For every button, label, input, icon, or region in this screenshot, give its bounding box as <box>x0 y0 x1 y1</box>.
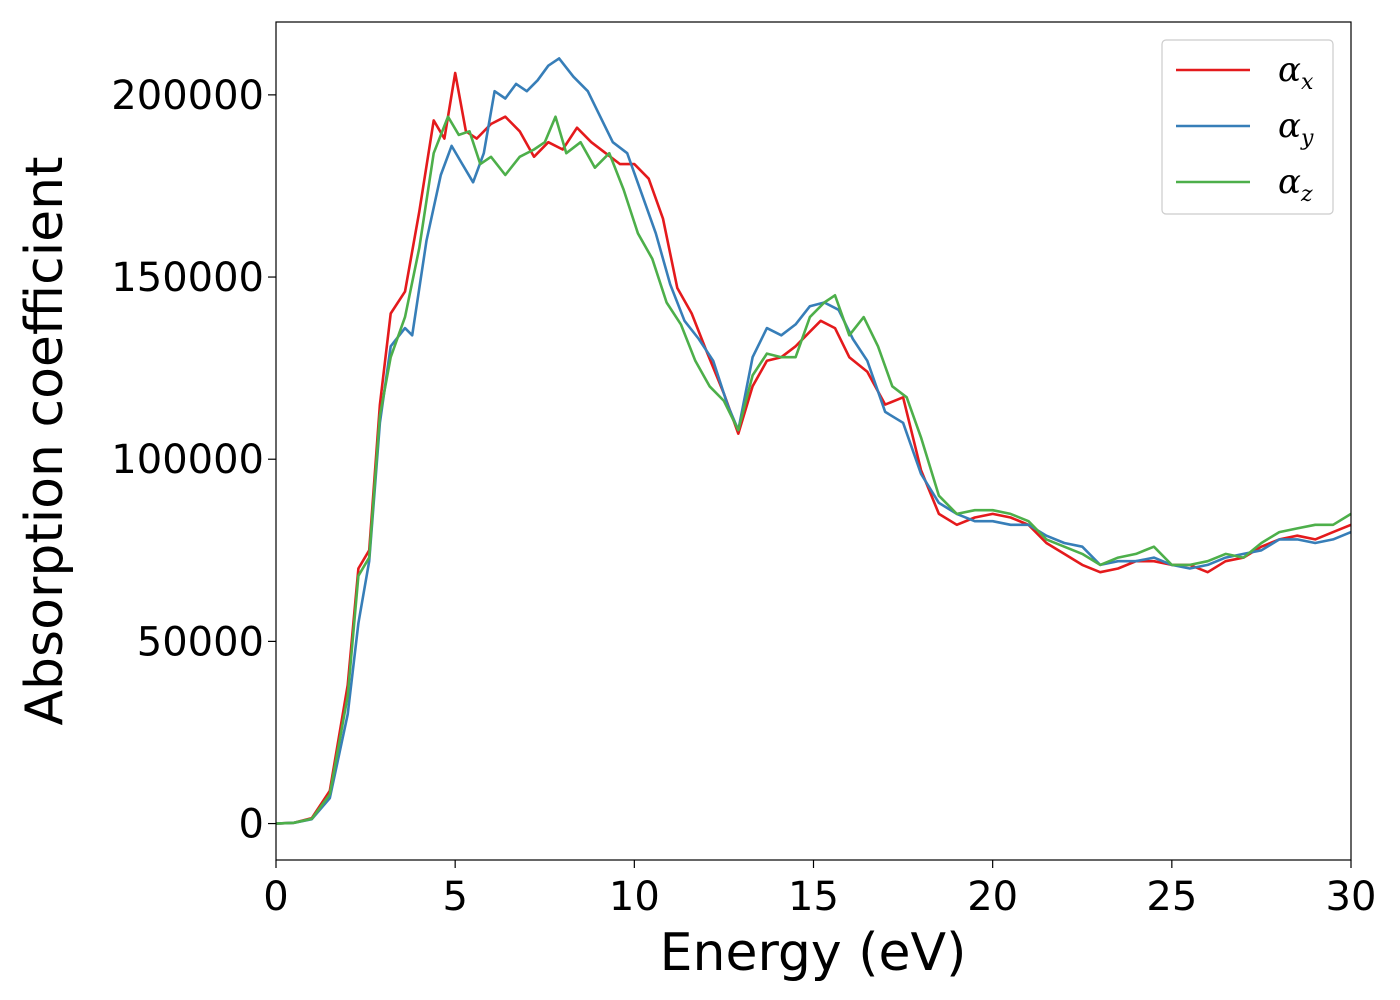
x-tick-label: 30 <box>1326 874 1377 920</box>
y-tick-label: 200000 <box>111 73 264 119</box>
legend-label-z: αz <box>1278 162 1313 207</box>
y-tick-label: 50000 <box>137 619 264 665</box>
y-tick-label: 100000 <box>111 437 264 483</box>
series-layer <box>275 57 1352 825</box>
x-tick-label: 25 <box>1146 874 1197 920</box>
x-axis: 0 5 10 15 20 25 30 <box>263 860 1376 920</box>
legend-label-y: αy <box>1278 106 1314 151</box>
y-tick-label: 150000 <box>111 255 264 301</box>
x-tick-label: 5 <box>442 874 467 920</box>
x-tick-label: 15 <box>788 874 839 920</box>
x-tick-label: 0 <box>263 874 288 920</box>
x-tick-label: 10 <box>609 874 660 920</box>
x-tick-label: 20 <box>967 874 1018 920</box>
y-axis: 0 50000 100000 150000 200000 <box>111 73 276 848</box>
x-axis-title: Energy (eV) <box>660 923 967 983</box>
y-tick-label: 0 <box>239 802 264 848</box>
legend-label-x: αx <box>1278 50 1314 95</box>
series-line-z <box>275 115 1352 825</box>
legend: αx αy αz <box>1161 39 1334 215</box>
y-axis-title: Absorption coefficient <box>15 156 75 725</box>
series-line-x <box>275 71 1352 825</box>
